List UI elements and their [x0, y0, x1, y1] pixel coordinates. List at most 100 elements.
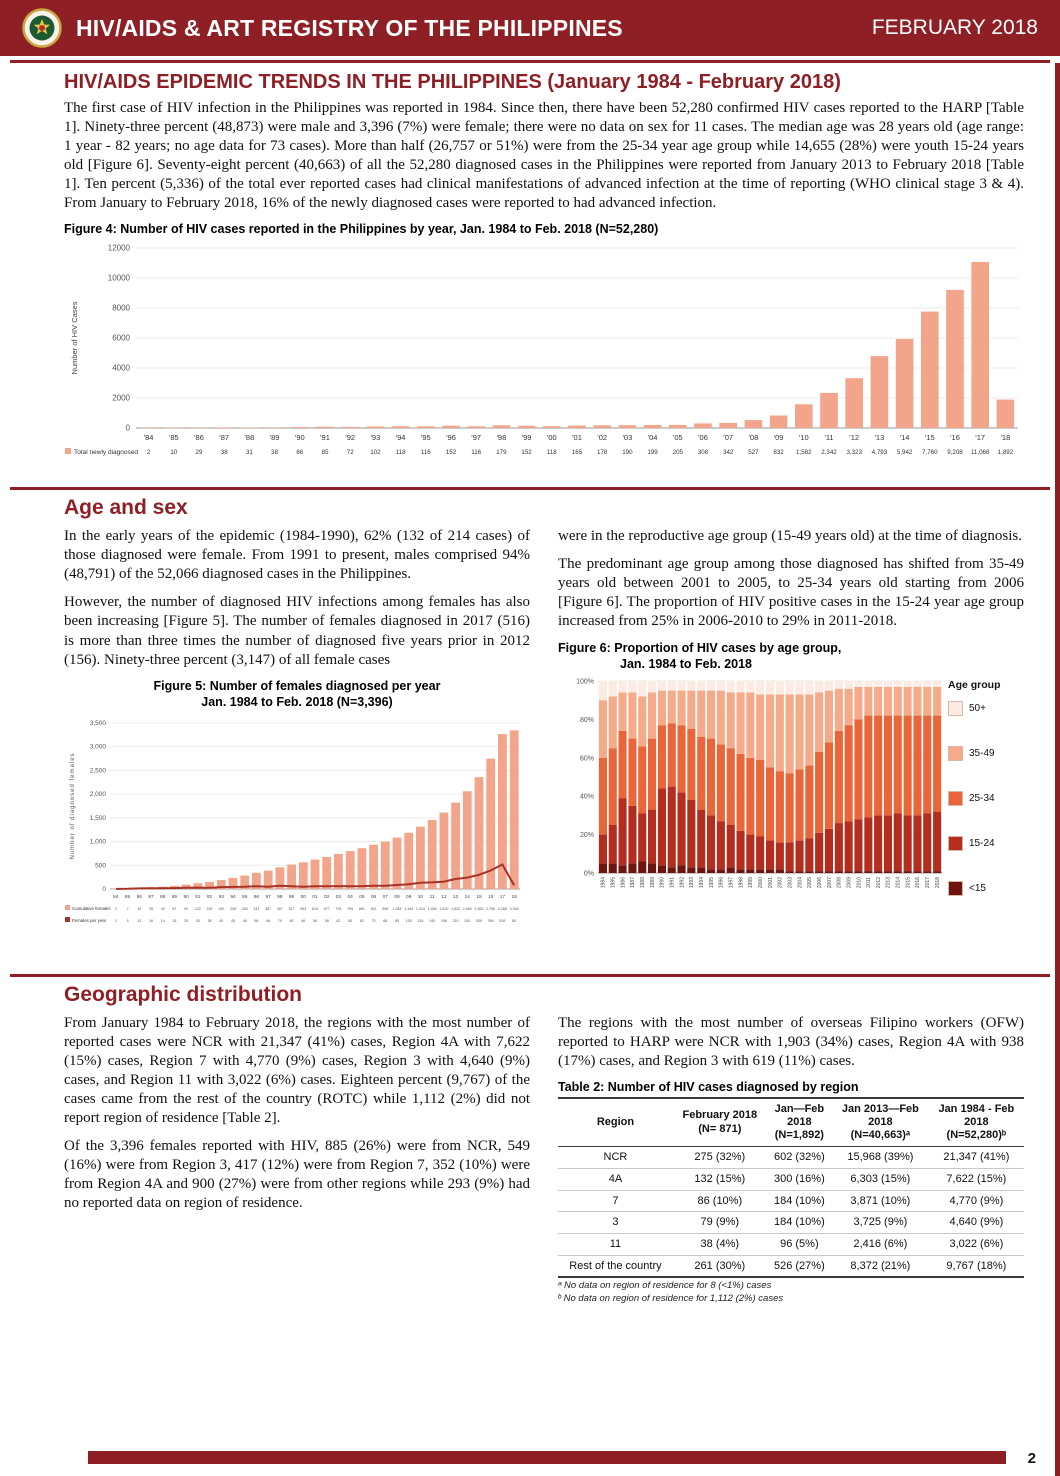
table2-header-cell: Jan—Feb 2018 (N=1,892) [766, 1096, 833, 1148]
fig6-segment [933, 811, 942, 871]
fig6-segment [697, 866, 706, 873]
x-tick-label: 12 [441, 894, 447, 900]
legend-swatch [948, 790, 963, 806]
data-row-value: 58 [325, 919, 329, 923]
fig6-segment [677, 791, 686, 865]
y-tick-label: 8000 [112, 304, 130, 313]
data-row-value: 130 [417, 919, 423, 923]
fig6-segment [864, 870, 873, 873]
fig4-bar [921, 311, 939, 429]
intro-paragraph: The first case of HIV infection in the P… [64, 100, 1024, 212]
fig6-segment [815, 680, 824, 693]
fig6-segment [844, 680, 853, 689]
data-row-value: 387 [265, 907, 271, 911]
table2-cell: Rest of the country [558, 1255, 673, 1279]
fig6-segment [736, 680, 745, 693]
fig5-bar [404, 832, 414, 889]
fig6-segment [687, 728, 696, 800]
fig6-segment [923, 680, 932, 687]
x-tick-label: '94 [396, 433, 406, 442]
x-tick-label: 88 [160, 894, 166, 900]
section-age-sex: Age and sex In the early years of the ep… [0, 496, 1060, 967]
bar-value-label: 178 [597, 449, 608, 456]
legend-title: Age group [948, 678, 1001, 691]
x-tick-label: 85 [125, 894, 131, 900]
data-row-value: 2,060 [463, 907, 472, 911]
header-bar: HIV/AIDS & ART REGISTRY OF THE PHILIPPIN… [0, 0, 1060, 56]
fig5-bar [427, 819, 437, 889]
data-row-value: 48 [243, 919, 247, 923]
fig6-segment [824, 870, 833, 873]
y-tick-label: 2,500 [90, 767, 107, 774]
data-row-value: 25 [184, 919, 188, 923]
legend-item: 25-34 [948, 790, 1020, 806]
table2-cell: 96 (5%) [766, 1233, 833, 1256]
fig6-segment [903, 870, 912, 873]
data-row-value: 70 [372, 919, 376, 923]
fig6-segment [697, 736, 706, 810]
fig6-segment [795, 839, 804, 871]
fig6-segment [766, 680, 775, 694]
bar-value-label: 66 [296, 449, 303, 456]
data-row-value: 80 [512, 919, 516, 923]
figure4-chart: 0 2000 4000 6000 8000 10000 12000 '84 2 '85 10 '86 2… [64, 238, 1024, 481]
x-tick-label: 03 [336, 894, 342, 900]
x-tick-label: '10 [799, 433, 809, 442]
geographic-right-column: The regions with the most number of over… [558, 1014, 1024, 1304]
data-row-value: 14 [161, 919, 165, 923]
fig6-segment [707, 868, 716, 873]
fig6-segment [834, 730, 843, 823]
header-title: HIV/AIDS & ART REGISTRY OF THE PHILIPPIN… [76, 14, 623, 41]
x-tick-label: '16 [950, 433, 960, 442]
fig6-segment [756, 693, 765, 760]
x-tick-label: 86 [137, 894, 143, 900]
table2-cell: 184 (10%) [766, 1211, 833, 1234]
data-row-value: 3,346 [510, 907, 519, 911]
fig6-segment [598, 699, 607, 758]
fig6-segment [746, 692, 755, 758]
fig4-bar [895, 339, 914, 429]
y-tick-label: 40% [580, 793, 594, 800]
y-tick-label: 3,500 [90, 720, 107, 727]
fig6-segment [893, 870, 902, 873]
fig6-segment [795, 680, 804, 694]
x-tick-label: '88 [245, 433, 255, 442]
table2-cell: 15,968 (39%) [832, 1146, 929, 1169]
fig6-segment [726, 824, 735, 867]
fig6-segment [756, 868, 765, 873]
fig6-segment [618, 797, 627, 865]
fig6-segment [815, 832, 824, 871]
fig6-segment [775, 868, 784, 873]
fig6-segment [707, 738, 716, 815]
data-row-value: 100 [406, 919, 412, 923]
x-tick-label: '06 [698, 433, 708, 442]
data-row-value: 1,820 [451, 907, 460, 911]
x-tick-label: 95 [242, 894, 248, 900]
legend-label: Total newly diagnosed [74, 449, 138, 456]
age-sex-paragraph-3: were in the reproductive age group (15-4… [558, 528, 1023, 545]
data-row-value: 67 [172, 907, 176, 911]
y-tick-label: 0 [102, 886, 106, 893]
fig6-segment [824, 680, 833, 691]
x-tick-label: '15 [925, 433, 935, 442]
fig6-segment [854, 718, 863, 819]
table2-header-cell: Jan 2013—Feb 2018 (N=40,663)ᵃ [832, 1096, 929, 1148]
x-tick-label: 98 [277, 894, 283, 900]
x-tick-label: 1999 [748, 876, 754, 887]
fig6-segment [736, 692, 745, 754]
table2-cell: NCR [558, 1146, 673, 1169]
fig6-segment [707, 814, 716, 869]
age-sex-left-column: In the early years of the epidemic (1984… [64, 527, 530, 967]
x-tick-label: '84 [144, 433, 154, 442]
fig6-segment [648, 680, 657, 693]
fig6-segment [923, 715, 932, 814]
bar-value-label: 9,208 [947, 449, 963, 456]
x-tick-label: 1995 [709, 876, 715, 887]
x-tick-label: 2006 [817, 876, 823, 887]
age-sex-columns: In the early years of the epidemic (1984… [64, 527, 1024, 967]
table2-cell: 6,303 (15%) [832, 1168, 929, 1191]
fig5-bar [509, 729, 519, 889]
x-tick-label: '07 [723, 433, 733, 442]
x-tick-label: 84 [113, 894, 119, 900]
x-tick-label: 00 [301, 894, 307, 900]
